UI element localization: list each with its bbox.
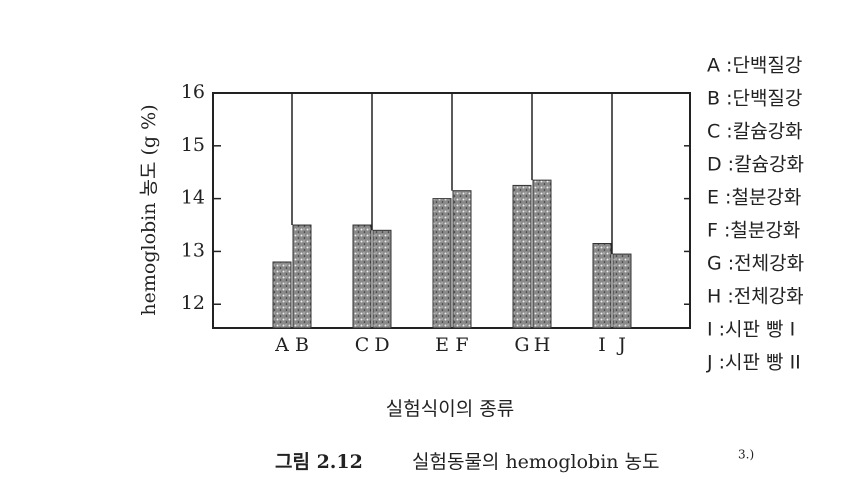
bar — [372, 229, 392, 329]
bar — [432, 198, 452, 329]
legend-entry: J :시판 빵 II — [706, 352, 801, 374]
legend-entry: B :단백질강 — [707, 88, 802, 110]
caption-title: 실험동물의 hemoglobin 농도 — [412, 451, 660, 473]
legend-entry: H :전체강화 — [707, 286, 804, 308]
y-tick-label: 16 — [181, 81, 205, 103]
legend-entry: D :칼슘강화 — [707, 154, 804, 176]
legend-entry: E :철분강화 — [707, 187, 801, 209]
x-tick-label: J — [616, 334, 626, 356]
bar — [592, 243, 612, 329]
bar — [532, 179, 552, 329]
x-tick-label: D — [374, 334, 389, 356]
caption-reference: 3.) — [738, 448, 754, 462]
bar — [512, 184, 532, 329]
y-tick-label: 15 — [181, 134, 205, 156]
legend-entry: A :단백질강 — [707, 55, 802, 77]
x-tick-label: C — [355, 334, 370, 356]
y-tick-label: 12 — [181, 292, 205, 314]
x-tick-label: I — [598, 334, 606, 356]
y-tick-label: 14 — [181, 187, 205, 209]
legend-entry: C :칼슘강화 — [707, 121, 803, 143]
legend-entry: G :전체강화 — [707, 253, 804, 275]
y-axis-label: hemoglobin 농도 (g %) — [138, 104, 160, 315]
x-axis-label: 실험식이의 종류 — [386, 398, 514, 420]
x-tick-label: H — [534, 334, 551, 356]
legend-entry: F :철분강화 — [707, 220, 800, 242]
x-tick-label: F — [455, 334, 468, 356]
bar — [612, 253, 632, 329]
x-tick-label: A — [274, 334, 289, 356]
x-tick-label: E — [435, 334, 449, 356]
bar — [272, 261, 292, 329]
bar — [352, 224, 372, 329]
x-tick-label: G — [514, 334, 529, 356]
caption-number: 그림 2.12 — [275, 451, 363, 473]
bar — [452, 190, 472, 329]
legend-entry: I :시판 빵 I — [707, 319, 795, 341]
bar — [292, 224, 312, 329]
y-tick-label: 13 — [181, 239, 205, 261]
x-tick-label: B — [295, 334, 309, 356]
